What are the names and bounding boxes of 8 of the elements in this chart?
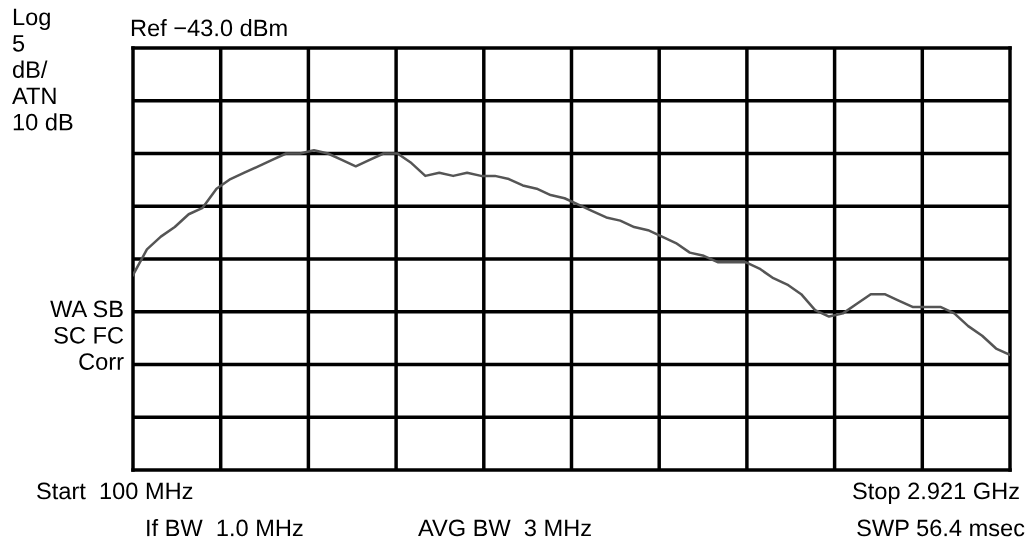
chart-title: Ref −43.0 dBm	[131, 19, 287, 37]
text: Log 5 dB/ ATN 10 dB	[12, 8, 73, 131]
text: WA SB SC FC Corr	[50, 300, 124, 370]
text: AVG BW 3 MHz	[418, 519, 591, 537]
text: Start 100 MHz	[37, 482, 193, 500]
text: Stop 2.921 GHz	[853, 482, 1019, 504]
text: If BW 1.0 MHz	[147, 519, 303, 537]
text: SWP 56.4 msec	[857, 519, 1025, 537]
